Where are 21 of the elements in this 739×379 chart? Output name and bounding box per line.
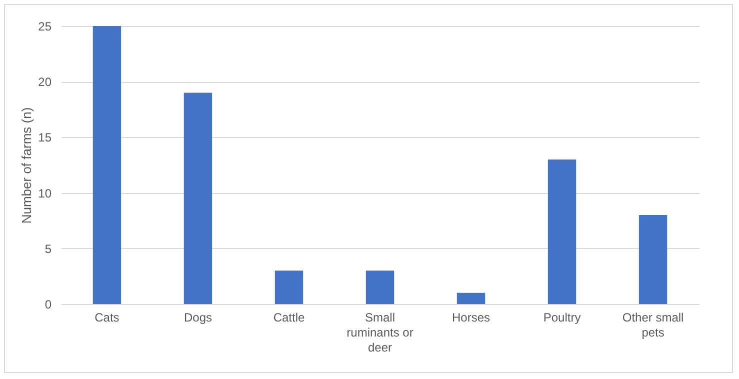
y-tick-label: 15 bbox=[38, 130, 52, 145]
x-tick-label: Cattle bbox=[273, 310, 305, 324]
x-tick-label: Small ruminants or deer bbox=[346, 310, 414, 354]
y-tick-label: 10 bbox=[38, 186, 52, 200]
x-tick-label: Horses bbox=[452, 310, 490, 324]
x-tick-label: Cats bbox=[94, 310, 120, 324]
x-tick-label: Poultry bbox=[543, 310, 581, 324]
x-tick-label: Dogs bbox=[184, 310, 212, 324]
y-tick-label: 0 bbox=[44, 298, 52, 312]
bar bbox=[184, 92, 212, 304]
bar bbox=[274, 270, 304, 304]
bar bbox=[638, 215, 668, 304]
x-tick-label: Other small pets bbox=[622, 310, 684, 340]
y-tick-label: 20 bbox=[38, 75, 52, 90]
y-tick-label: 25 bbox=[38, 20, 52, 34]
bar bbox=[366, 270, 394, 304]
y-axis-title: Number of farms (n) bbox=[19, 107, 34, 224]
bar bbox=[548, 159, 576, 304]
bar bbox=[92, 26, 122, 304]
y-tick-label: 5 bbox=[44, 242, 52, 256]
bar bbox=[456, 292, 486, 304]
